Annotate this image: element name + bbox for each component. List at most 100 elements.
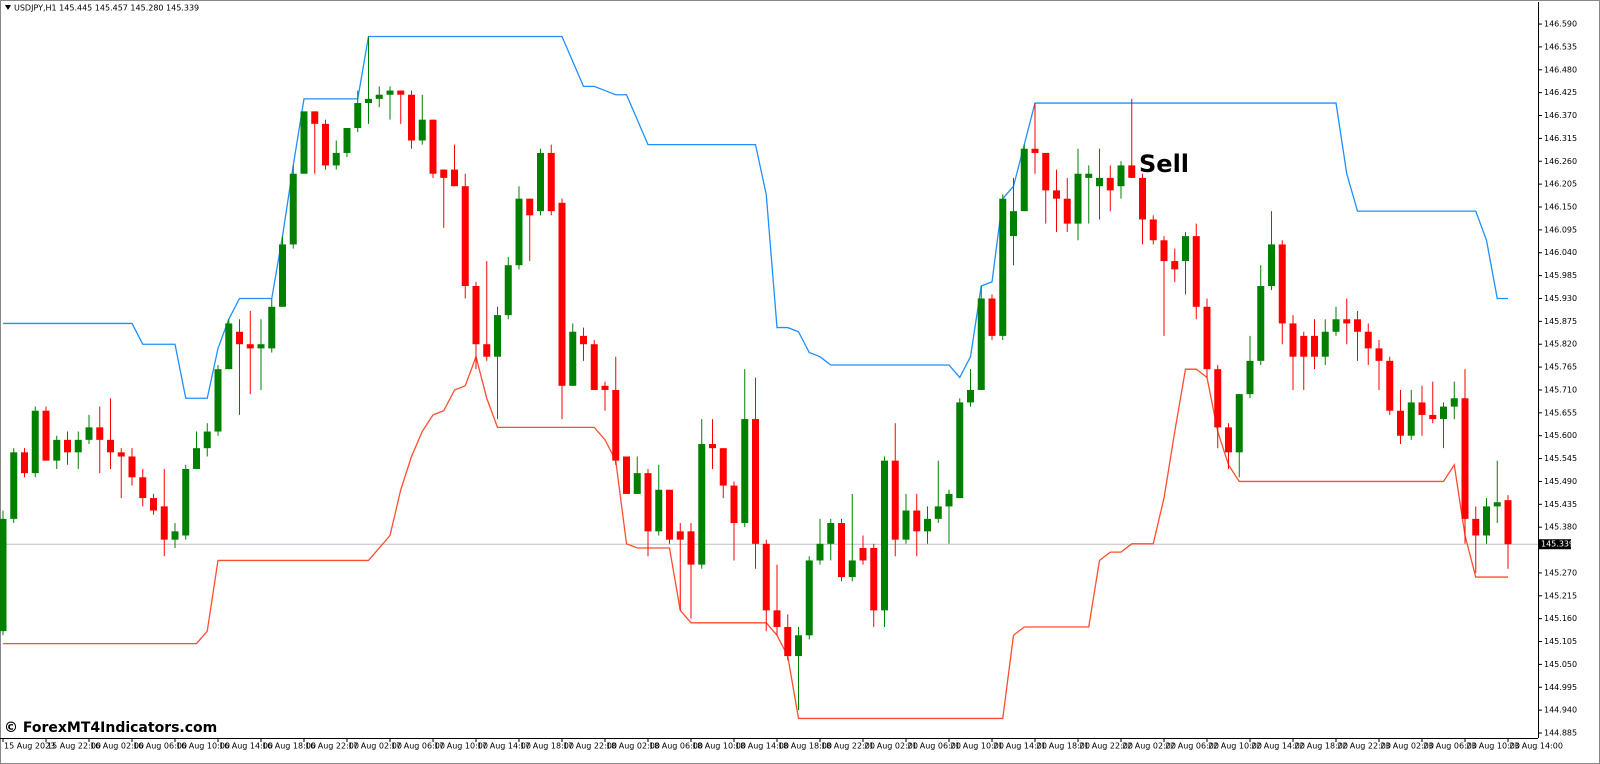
candle-body: [1139, 177, 1146, 220]
candle-body: [580, 335, 587, 345]
candle-body: [752, 419, 759, 544]
candle-body: [859, 547, 867, 561]
candle-body: [709, 444, 716, 449]
candle-body: [977, 298, 985, 390]
y-tick-label: 145.930: [1544, 294, 1577, 303]
y-tick-label: 145.545: [1544, 454, 1577, 463]
candle-body: [289, 173, 297, 245]
candle-body: [1397, 410, 1404, 436]
candle-body: [1300, 335, 1308, 357]
candle-body: [1106, 177, 1114, 191]
candle-body: [526, 198, 534, 216]
candle-body: [730, 485, 738, 524]
candle-body: [547, 152, 555, 212]
candle-body: [117, 452, 125, 457]
x-tick-label: 18 Aug 06:00: [649, 742, 703, 751]
candle-body: [848, 560, 856, 578]
candle-body: [1343, 319, 1351, 324]
annotation: Sell: [1139, 150, 1189, 178]
candle-body: [945, 493, 953, 507]
candle-body: [1461, 398, 1469, 519]
y-tick-label: 145.160: [1544, 614, 1577, 623]
y-tick-label: 145.875: [1544, 317, 1577, 326]
candle-body: [1085, 173, 1093, 178]
candle-body: [515, 198, 523, 266]
x-tick-label: 16 Aug 06:00: [133, 742, 187, 751]
y-tick-label: 145.765: [1544, 363, 1577, 372]
candle-body: [21, 452, 28, 474]
x-tick-label: 22 Aug 10:00: [1208, 742, 1262, 751]
candle-body: [85, 427, 93, 440]
y-tick-label: 145.600: [1544, 431, 1577, 440]
candle-body: [429, 119, 437, 174]
candle-body: [1096, 177, 1103, 187]
x-tick-label: 18 Aug 22:00: [821, 742, 875, 751]
candle-body: [1364, 331, 1372, 349]
candle-body: [1450, 398, 1458, 407]
candle-body: [590, 344, 598, 390]
candle-body: [913, 510, 921, 532]
x-tick-label: 22 Aug 14:00: [1251, 742, 1305, 751]
candle-body: [1429, 414, 1437, 420]
x-tick-label: 22 Aug 06:00: [1165, 742, 1219, 751]
candle-body: [934, 506, 942, 519]
candle-body: [612, 389, 620, 461]
x-tick-label: 17 Aug 06:00: [391, 742, 445, 751]
x-tick-label: 18 Aug 10:00: [692, 742, 746, 751]
y-tick-label: 145.820: [1544, 340, 1577, 349]
candle-body: [881, 460, 888, 611]
candle-body: [601, 385, 609, 390]
candle-body: [1128, 165, 1136, 178]
candle-body: [214, 369, 222, 432]
candle-body: [1268, 244, 1275, 287]
candle-body: [1257, 286, 1265, 361]
watermark: © ForexMT4Indicators.com: [4, 720, 217, 736]
y-tick-label: 145.435: [1544, 500, 1577, 509]
candle-body: [1472, 518, 1480, 536]
x-tick-label: 21 Aug 02:00: [864, 742, 918, 751]
y-tick-label: 146.590: [1544, 20, 1577, 29]
candle-body: [397, 90, 405, 95]
candle-body: [504, 265, 512, 316]
x-tick-label: 21 Aug 22:00: [1079, 742, 1133, 751]
candle-body: [795, 635, 802, 657]
candle-body: [1182, 236, 1189, 262]
candle-body: [633, 473, 641, 494]
x-tick-label: 16 Aug 02:00: [90, 742, 144, 751]
x-tick-label: 21 Aug 18:00: [1036, 742, 1090, 751]
x-tick-label: 21 Aug 14:00: [993, 742, 1047, 751]
candle-body: [1117, 165, 1125, 187]
candle-body: [537, 152, 544, 212]
candle-body: [311, 111, 319, 124]
y-tick-label: 146.535: [1544, 42, 1577, 51]
candle-body: [1063, 198, 1071, 224]
x-tick-label: 23 Aug 14:00: [1509, 742, 1563, 751]
y-tick-label: 146.425: [1544, 88, 1577, 97]
x-tick-label: 22 Aug 22:00: [1337, 742, 1391, 751]
candle-body: [107, 439, 114, 453]
current-price-box: [1539, 539, 1571, 550]
candle-body: [1375, 348, 1383, 361]
candle-body: [203, 431, 211, 449]
menu-icon[interactable]: [5, 5, 11, 10]
x-tick-label: 23 Aug 10:00: [1466, 742, 1520, 751]
candle-body: [1246, 360, 1254, 395]
candle-body: [924, 518, 931, 532]
candle-body: [483, 344, 491, 357]
candle-body: [300, 111, 308, 174]
candle-body: [1321, 331, 1329, 357]
candle-body: [268, 306, 276, 349]
candle-body: [1149, 219, 1157, 241]
candle-body: [1332, 319, 1340, 332]
candle-body: [569, 331, 577, 386]
candle-body: [676, 531, 684, 540]
x-tick-label: 17 Aug 02:00: [348, 742, 402, 751]
candle-body: [773, 610, 781, 627]
y-tick-label: 145.050: [1544, 660, 1577, 669]
y-tick-label: 146.150: [1544, 202, 1577, 211]
y-tick-label: 146.480: [1544, 65, 1577, 74]
candle-body: [1020, 148, 1028, 212]
candle-body: [236, 331, 243, 345]
x-tick-label: 18 Aug 14:00: [735, 742, 789, 751]
